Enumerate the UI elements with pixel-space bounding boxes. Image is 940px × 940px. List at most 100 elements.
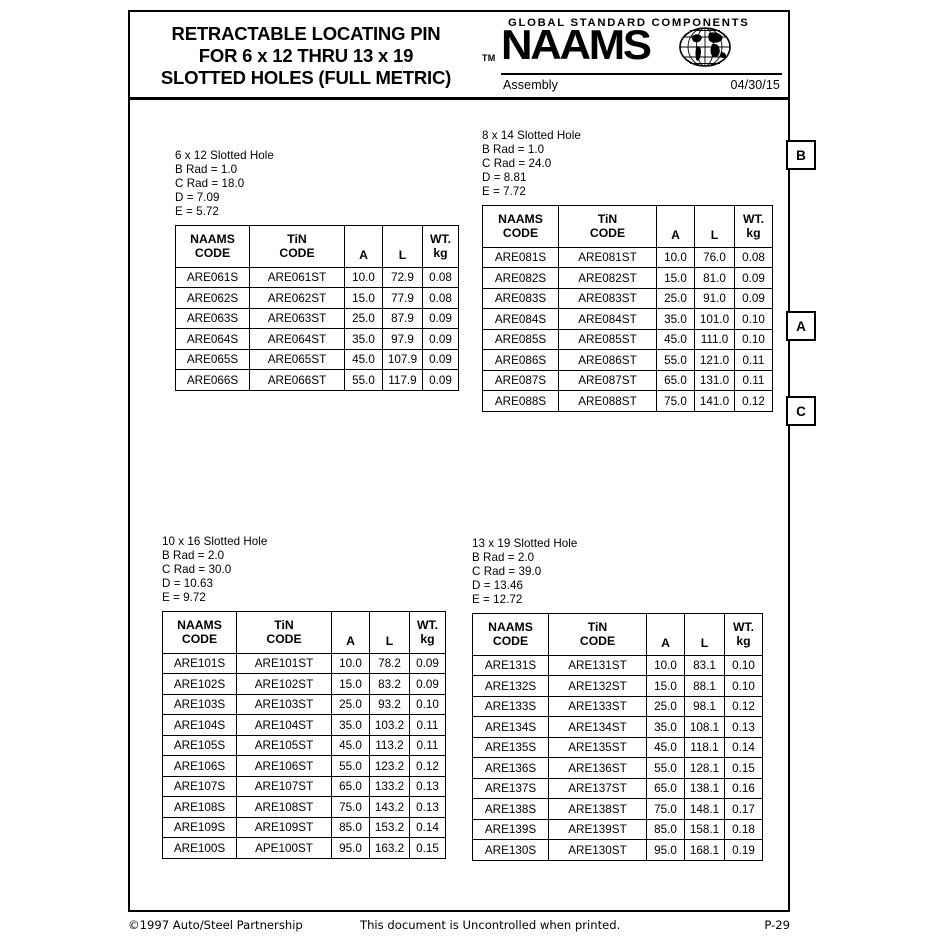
cell-weight: 0.17 [724,798,763,820]
cell-l: 91.0 [694,287,735,310]
table-row: ARE103S ARE103ST 25.0 93.2 0.10 [162,693,446,716]
parts-table-8x14: NAAMS CODE TiN CODE A L WT. kg ARE081S AR… [482,204,773,412]
naams-wordmark: NAAMS [501,21,652,68]
parts-table-13x19: NAAMS CODE TiN CODE A L WT. kg ARE131S AR… [472,612,763,861]
cell-l: 103.2 [369,714,410,736]
cell-a: 35.0 [331,714,370,736]
column-header-a: A [344,224,383,268]
table-header-row: NAAMS CODE TiN CODE A L WT. kg [482,204,773,248]
cell-l: 72.9 [382,266,423,289]
title-line-3: SLOTTED HOLES (FULL METRIC) [160,66,452,88]
cell-weight: 0.10 [724,675,763,697]
cell-a: 35.0 [646,716,685,738]
cell-l: 123.2 [369,755,410,777]
cell-tin-code: ARE081ST [558,246,657,269]
cell-a: 85.0 [646,818,685,841]
revision-tab-c[interactable]: C [786,396,816,426]
spec-c-rad: C Rad = 39.0 [472,564,542,578]
spec-b-rad: B Rad = 1.0 [482,142,545,156]
cell-tin-code: ARE066ST [249,369,345,391]
column-header-a: A [646,612,685,656]
cell-naams-code: ARE109S [162,816,237,839]
footer-page-number: P-29 [764,918,790,932]
cell-l: 93.2 [369,693,410,716]
table-row: ARE101S ARE101ST 10.0 78.2 0.09 [162,652,446,675]
cell-weight: 0.09 [734,287,773,310]
spec-block-13x19: 13 x 19 Slotted Hole B Rad = 2.0 C Rad =… [472,537,763,607]
column-header-a: A [331,610,370,654]
cell-naams-code: ARE066S [175,369,250,391]
parts-table-10x16: NAAMS CODE TiN CODE A L WT. kg ARE101S AR… [162,610,446,859]
cell-a: 25.0 [656,287,695,310]
cell-l: 77.9 [382,287,423,309]
table-body: ARE061S ARE061ST 10.0 72.9 0.08 ARE062S ARE062… [175,266,459,391]
cell-tin-code: ARE065ST [249,348,345,371]
cell-l: 141.0 [694,390,735,412]
table-row: ARE086S ARE086ST 55.0 121.0 0.11 [482,349,773,371]
cell-l: 83.2 [369,673,410,695]
naams-logo-block: GLOBAL STANDARD COMPONENTS TM NAAMS [482,12,788,97]
cell-tin-code: ARE063ST [249,307,345,330]
table-row: ARE106S ARE106ST 55.0 123.2 0.12 [162,755,446,777]
cell-a: 95.0 [331,837,370,859]
cell-weight: 0.15 [409,837,446,859]
footer-notice: This document is Uncontrolled when print… [360,918,621,932]
cell-a: 75.0 [646,798,685,820]
cell-naams-code: ARE061S [175,266,250,289]
cell-weight: 0.10 [734,328,773,351]
cell-weight: 0.09 [422,307,459,330]
table-row: ARE100S APE100ST 95.0 163.2 0.15 [162,837,446,859]
column-header-tin-code: TiN CODE [548,612,647,656]
table-row: ARE064S ARE064ST 35.0 97.9 0.09 [175,328,459,350]
table-row: ARE132S ARE132ST 15.0 88.1 0.10 [472,675,763,697]
cell-weight: 0.11 [734,369,773,392]
spec-e: E = 12.72 [472,592,523,606]
cell-naams-code: ARE086S [482,349,559,371]
cell-tin-code: ARE088ST [558,390,657,412]
cell-weight: 0.12 [734,390,773,412]
global-standard-components-tagline: GLOBAL STANDARD COMPONENTS [508,17,750,29]
table-row: ARE130S ARE130ST 95.0 168.1 0.19 [472,839,763,861]
cell-a: 85.0 [331,816,370,839]
cell-naams-code: ARE064S [175,328,250,350]
cell-l: 148.1 [684,798,725,820]
cell-weight: 0.12 [409,755,446,777]
table-header-row: NAAMS CODE TiN CODE A L WT. kg [175,224,459,268]
table-row: ARE133S ARE133ST 25.0 98.1 0.12 [472,695,763,718]
cell-tin-code: ARE084ST [558,308,657,330]
cell-a: 35.0 [344,328,383,350]
cell-l: 88.1 [684,675,725,697]
revision-tab-b[interactable]: B [786,140,816,170]
cell-tin-code: ARE087ST [558,369,657,392]
spec-d: D = 8.81 [482,170,527,184]
column-header-tin-code: TiN CODE [249,224,345,268]
table-header-row: NAAMS CODE TiN CODE A L WT. kg [472,612,763,656]
cell-naams-code: ARE131S [472,654,549,677]
cell-weight: 0.09 [409,673,446,695]
cell-tin-code: ARE062ST [249,287,345,309]
cell-weight: 0.14 [409,816,446,839]
cell-weight: 0.11 [409,714,446,736]
cell-naams-code: ARE134S [472,716,549,738]
cell-weight: 0.13 [409,796,446,818]
cell-a: 75.0 [656,390,695,412]
cell-a: 55.0 [646,757,685,779]
table-row: ARE083S ARE083ST 25.0 91.0 0.09 [482,287,773,310]
cell-tin-code: ARE137ST [548,777,647,800]
cell-weight: 0.10 [409,693,446,716]
spec-c-rad: C Rad = 30.0 [162,562,232,576]
cell-weight: 0.12 [724,695,763,718]
cell-weight: 0.09 [409,652,446,675]
table-row: ARE084S ARE084ST 35.0 101.0 0.10 [482,308,773,330]
cell-a: 15.0 [344,287,383,309]
spec-e: E = 9.72 [162,590,206,604]
table-row: ARE107S ARE107ST 65.0 133.2 0.13 [162,775,446,798]
cell-weight: 0.11 [409,734,446,757]
cell-weight: 0.10 [724,654,763,677]
table-row: ARE066S ARE066ST 55.0 117.9 0.09 [175,369,459,391]
cell-tin-code: ARE061ST [249,266,345,289]
revision-tab-a[interactable]: A [786,311,816,341]
table-row: ARE063S ARE063ST 25.0 87.9 0.09 [175,307,459,330]
table-body: ARE131S ARE131ST 10.0 83.1 0.10 ARE132S ARE132… [472,654,763,861]
trademark-symbol: TM [482,53,496,63]
